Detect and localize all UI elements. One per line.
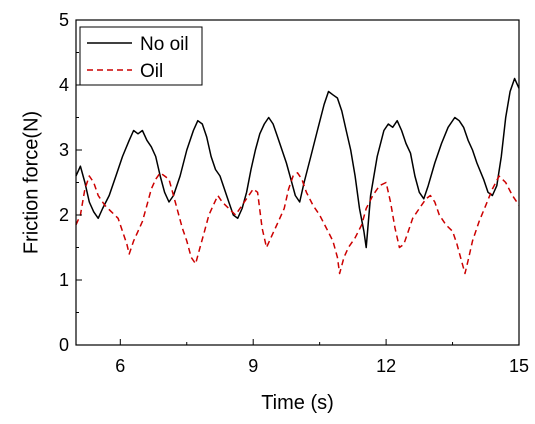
legend-label-no-oil: No oil (140, 34, 189, 55)
x-tick-label: 6 (115, 356, 125, 376)
series-line-oil (75, 172, 520, 275)
x-tick-label: 12 (376, 356, 396, 376)
y-tick-label: 1 (59, 270, 69, 290)
series-line-no-oil (75, 77, 520, 249)
y-tick-label: 5 (59, 10, 69, 30)
plot-frame (75, 19, 520, 346)
series-layer (75, 77, 520, 275)
legend-label-oil: Oil (140, 61, 163, 82)
legend: No oil Oil (79, 26, 203, 86)
x-tick-label: 15 (509, 356, 529, 376)
y-axis-title: Friction force(N) (20, 111, 42, 254)
y-tick-label: 2 (59, 205, 69, 225)
y-tick-label: 0 (59, 335, 69, 355)
x-tick-label: 9 (248, 356, 258, 376)
y-tick-label: 3 (59, 140, 69, 160)
y-tick-label: 4 (59, 75, 69, 95)
x-axis-title: Time (s) (261, 392, 334, 414)
legend-box (79, 26, 203, 86)
